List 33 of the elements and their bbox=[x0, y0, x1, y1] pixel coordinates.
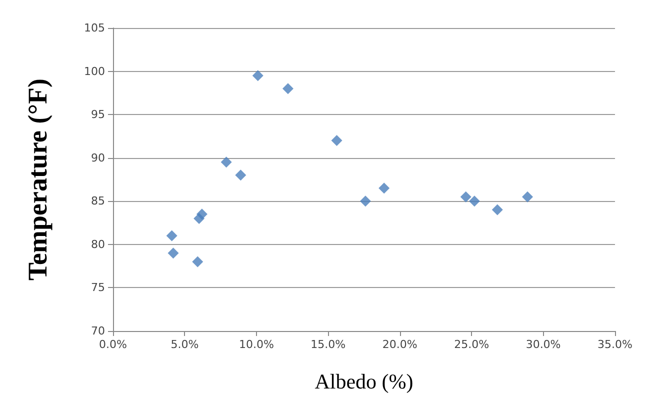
x-tick-label: 30.0% bbox=[526, 338, 561, 351]
y-tick-label: 90 bbox=[91, 151, 105, 164]
y-axis-title: Temperature (°F) bbox=[22, 78, 52, 280]
x-tick-label: 15.0% bbox=[310, 338, 346, 351]
y-tick-label: 70 bbox=[91, 324, 105, 338]
y-tick-label: 75 bbox=[91, 281, 105, 294]
x-tick-label: 25.0% bbox=[454, 338, 490, 351]
point bbox=[168, 248, 179, 259]
point bbox=[252, 70, 264, 82]
y-tick-label: 80 bbox=[91, 238, 105, 251]
point bbox=[331, 135, 342, 146]
y-tick-label: 100 bbox=[84, 64, 105, 78]
point bbox=[220, 156, 232, 168]
x-tick-label: 10.0% bbox=[238, 338, 274, 351]
point bbox=[192, 256, 204, 268]
y-tick-label: 95 bbox=[91, 108, 105, 122]
x-axis-title: Albedo (%) bbox=[314, 370, 414, 394]
point bbox=[460, 191, 472, 202]
point bbox=[522, 191, 534, 202]
x-tick-label: 35.0% bbox=[598, 338, 632, 351]
point bbox=[492, 204, 503, 216]
point bbox=[360, 196, 371, 207]
point bbox=[166, 230, 178, 242]
point bbox=[282, 83, 294, 94]
x-tick-label: 20.0% bbox=[382, 338, 418, 351]
point bbox=[196, 208, 208, 220]
point bbox=[235, 170, 246, 181]
y-tick-label: 85 bbox=[91, 194, 105, 208]
point bbox=[468, 196, 480, 207]
x-tick-label: 0.0% bbox=[99, 338, 127, 351]
y-tick-label: 105 bbox=[84, 22, 105, 34]
point bbox=[378, 182, 390, 194]
x-tick-label: 5.0% bbox=[170, 338, 199, 351]
